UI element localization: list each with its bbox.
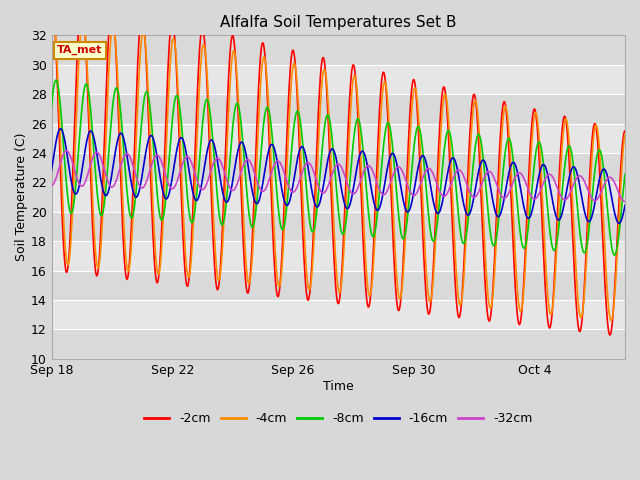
Bar [51, 329, 625, 359]
Bar [51, 153, 625, 182]
Y-axis label: Soil Temperature (C): Soil Temperature (C) [15, 133, 28, 262]
X-axis label: Time: Time [323, 380, 354, 393]
Title: Alfalfa Soil Temperatures Set B: Alfalfa Soil Temperatures Set B [220, 15, 456, 30]
Bar [51, 300, 625, 329]
Bar [51, 123, 625, 153]
Bar [51, 36, 625, 65]
Legend: -2cm, -4cm, -8cm, -16cm, -32cm: -2cm, -4cm, -8cm, -16cm, -32cm [139, 407, 538, 430]
Bar [51, 94, 625, 123]
Bar [51, 271, 625, 300]
Bar [51, 241, 625, 271]
Text: TA_met: TA_met [57, 45, 102, 55]
Bar [51, 65, 625, 94]
Bar [51, 182, 625, 212]
Bar [51, 212, 625, 241]
